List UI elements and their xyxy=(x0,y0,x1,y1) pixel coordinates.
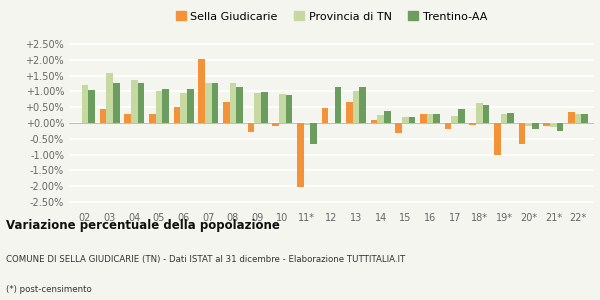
Bar xyxy=(88,90,95,123)
Bar xyxy=(272,123,279,125)
Bar xyxy=(198,59,205,123)
Bar xyxy=(371,121,377,123)
Bar xyxy=(297,123,304,187)
Bar xyxy=(322,108,328,123)
Text: COMUNE DI SELLA GIUDICARIE (TN) - Dati ISTAT al 31 dicembre - Elaborazione TUTTI: COMUNE DI SELLA GIUDICARIE (TN) - Dati I… xyxy=(6,255,405,264)
Bar xyxy=(131,80,137,123)
Bar xyxy=(124,113,131,123)
Bar xyxy=(519,123,526,144)
Bar xyxy=(377,115,384,123)
Bar xyxy=(526,123,532,126)
Bar xyxy=(557,123,563,131)
Bar xyxy=(173,107,180,123)
Bar xyxy=(346,102,353,123)
Bar xyxy=(106,73,113,123)
Bar xyxy=(212,83,218,123)
Bar xyxy=(162,89,169,123)
Bar xyxy=(353,91,359,123)
Bar xyxy=(508,112,514,123)
Bar xyxy=(451,116,458,123)
Bar xyxy=(575,114,581,123)
Bar xyxy=(100,109,106,123)
Bar xyxy=(581,115,588,123)
Bar xyxy=(384,111,391,123)
Bar xyxy=(286,95,292,123)
Bar xyxy=(279,94,286,123)
Bar xyxy=(544,123,550,125)
Bar xyxy=(261,92,268,123)
Bar xyxy=(458,109,465,123)
Bar xyxy=(395,123,402,133)
Bar xyxy=(113,83,119,123)
Bar xyxy=(445,123,451,129)
Bar xyxy=(230,82,236,123)
Bar xyxy=(409,117,415,123)
Bar xyxy=(335,87,341,123)
Bar xyxy=(248,123,254,133)
Bar xyxy=(180,93,187,123)
Bar xyxy=(483,105,490,123)
Bar xyxy=(427,115,433,123)
Bar xyxy=(469,123,476,124)
Bar xyxy=(155,92,162,123)
Bar xyxy=(187,89,194,123)
Bar xyxy=(420,113,427,123)
Bar xyxy=(550,123,557,127)
Bar xyxy=(82,85,88,123)
Bar xyxy=(254,93,261,123)
Bar xyxy=(501,113,508,123)
Text: (*) post-censimento: (*) post-censimento xyxy=(6,285,92,294)
Bar xyxy=(223,102,230,123)
Bar xyxy=(149,114,155,123)
Bar xyxy=(494,123,501,155)
Bar xyxy=(236,87,243,123)
Bar xyxy=(310,123,317,144)
Text: Variazione percentuale della popolazione: Variazione percentuale della popolazione xyxy=(6,219,280,232)
Bar xyxy=(304,123,310,125)
Bar xyxy=(568,112,575,123)
Bar xyxy=(402,117,409,123)
Bar xyxy=(359,87,366,123)
Legend: Sella Giudicarie, Provincia di TN, Trentino-AA: Sella Giudicarie, Provincia di TN, Trent… xyxy=(172,7,491,26)
Bar xyxy=(532,123,539,129)
Bar xyxy=(433,113,440,123)
Bar xyxy=(476,103,483,123)
Bar xyxy=(205,82,212,123)
Bar xyxy=(137,83,144,123)
